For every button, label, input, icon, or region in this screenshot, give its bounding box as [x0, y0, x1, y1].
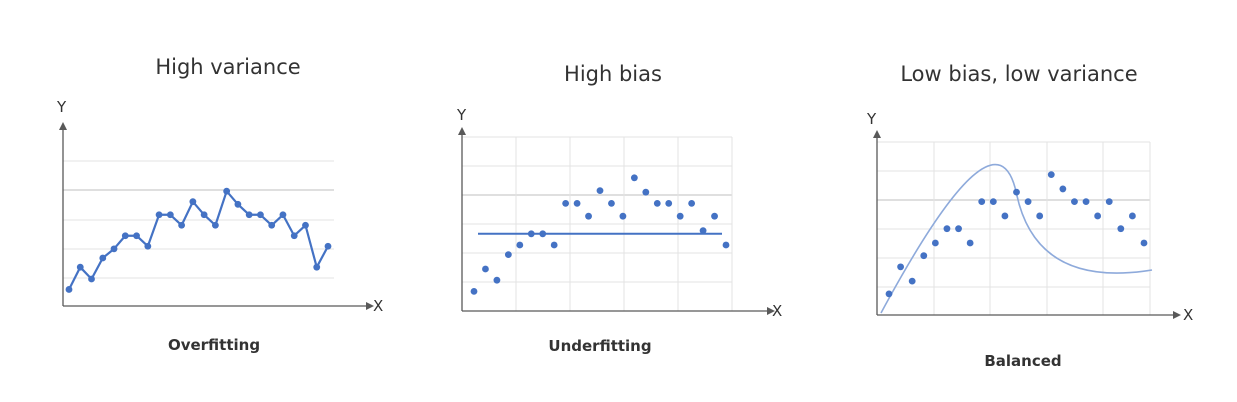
data-point: [653, 200, 661, 207]
data-point: [121, 232, 129, 240]
data-point: [619, 212, 627, 220]
data-point: [245, 211, 253, 219]
panel-title-balanced: Low bias, low variance: [900, 62, 1138, 86]
data-point: [1140, 239, 1148, 247]
data-point: [257, 211, 264, 219]
panel-title-overfit: High variance: [155, 55, 301, 79]
data-point: [596, 187, 604, 195]
data-point: [313, 263, 321, 271]
data-point: [504, 251, 512, 258]
data-point: [642, 188, 650, 196]
data-point: [1094, 212, 1102, 220]
data-point: [1013, 188, 1020, 196]
data-point: [966, 239, 974, 247]
data-point: [1105, 198, 1113, 206]
y-axis-arrow: [458, 127, 466, 135]
data-point: [550, 241, 558, 249]
x-axis-arrow: [1173, 311, 1181, 319]
data-point: [1117, 225, 1125, 233]
data-point: [539, 230, 547, 238]
data-point: [223, 187, 231, 195]
data-point: [711, 212, 718, 220]
y-axis-label-overfit: Y: [57, 98, 67, 116]
caption-overfit: Overfitting: [167, 336, 261, 354]
data-point: [482, 265, 489, 273]
data-point: [573, 200, 581, 207]
data-point: [76, 263, 84, 271]
y-axis-arrow: [59, 122, 67, 130]
data-point: [1024, 198, 1032, 206]
data-point: [133, 232, 140, 240]
data-point: [470, 288, 478, 295]
data-point: [676, 212, 684, 220]
fit-curve: [880, 163, 1153, 314]
data-point: [166, 211, 174, 219]
x-axis-label-underfit: X: [772, 302, 783, 320]
data-point: [1001, 212, 1009, 220]
x-axis-arrow: [366, 302, 374, 310]
data-point: [1059, 185, 1067, 193]
data-point: [527, 230, 535, 238]
data-point: [178, 221, 186, 229]
data-point: [885, 290, 893, 298]
data-point: [110, 245, 118, 253]
y-axis-arrow: [873, 130, 881, 138]
data-point: [989, 198, 997, 206]
panel-title-underfit: High bias: [564, 62, 662, 86]
data-point: [88, 275, 95, 283]
data-point: [144, 242, 152, 250]
data-point: [516, 241, 524, 249]
y-axis-label-underfit: Y: [457, 106, 467, 124]
data-point: [189, 198, 197, 206]
data-point: [279, 211, 287, 219]
data-point: [699, 227, 707, 235]
data-point: [722, 241, 730, 249]
data-point: [65, 286, 73, 293]
data-point: [290, 232, 298, 240]
data-point: [234, 200, 242, 208]
data-point: [268, 221, 276, 229]
x-axis-label-balanced: X: [1183, 306, 1194, 324]
x-axis-arrow: [767, 307, 775, 315]
data-point: [908, 277, 916, 285]
data-point: [1036, 212, 1044, 220]
data-point: [897, 263, 904, 271]
data-point: [585, 212, 592, 220]
data-point: [931, 239, 939, 247]
data-point: [211, 221, 219, 229]
x-axis-label-overfit: X: [373, 297, 384, 315]
data-point: [978, 198, 986, 206]
data-point: [1047, 171, 1055, 179]
data-point: [493, 276, 501, 284]
data-point: [1082, 198, 1090, 206]
data-point: [608, 200, 615, 207]
data-point: [688, 200, 696, 207]
data-point: [920, 252, 928, 260]
data-point: [943, 225, 951, 233]
data-point: [1129, 212, 1136, 220]
data-point: [562, 200, 570, 207]
data-point: [324, 242, 332, 250]
data-point: [302, 221, 309, 229]
data-point: [99, 254, 107, 262]
y-axis-label-balanced: Y: [867, 110, 877, 128]
data-point: [200, 211, 208, 219]
data-point: [155, 211, 163, 219]
data-point: [665, 200, 673, 207]
data-point: [1071, 198, 1078, 206]
data-point: [955, 225, 962, 233]
chart-underfit: [458, 127, 775, 315]
caption-balanced: Balanced: [984, 352, 1062, 370]
caption-underfit: Underfitting: [548, 337, 652, 355]
data-point: [630, 174, 638, 182]
chart-overfit: [59, 122, 374, 310]
